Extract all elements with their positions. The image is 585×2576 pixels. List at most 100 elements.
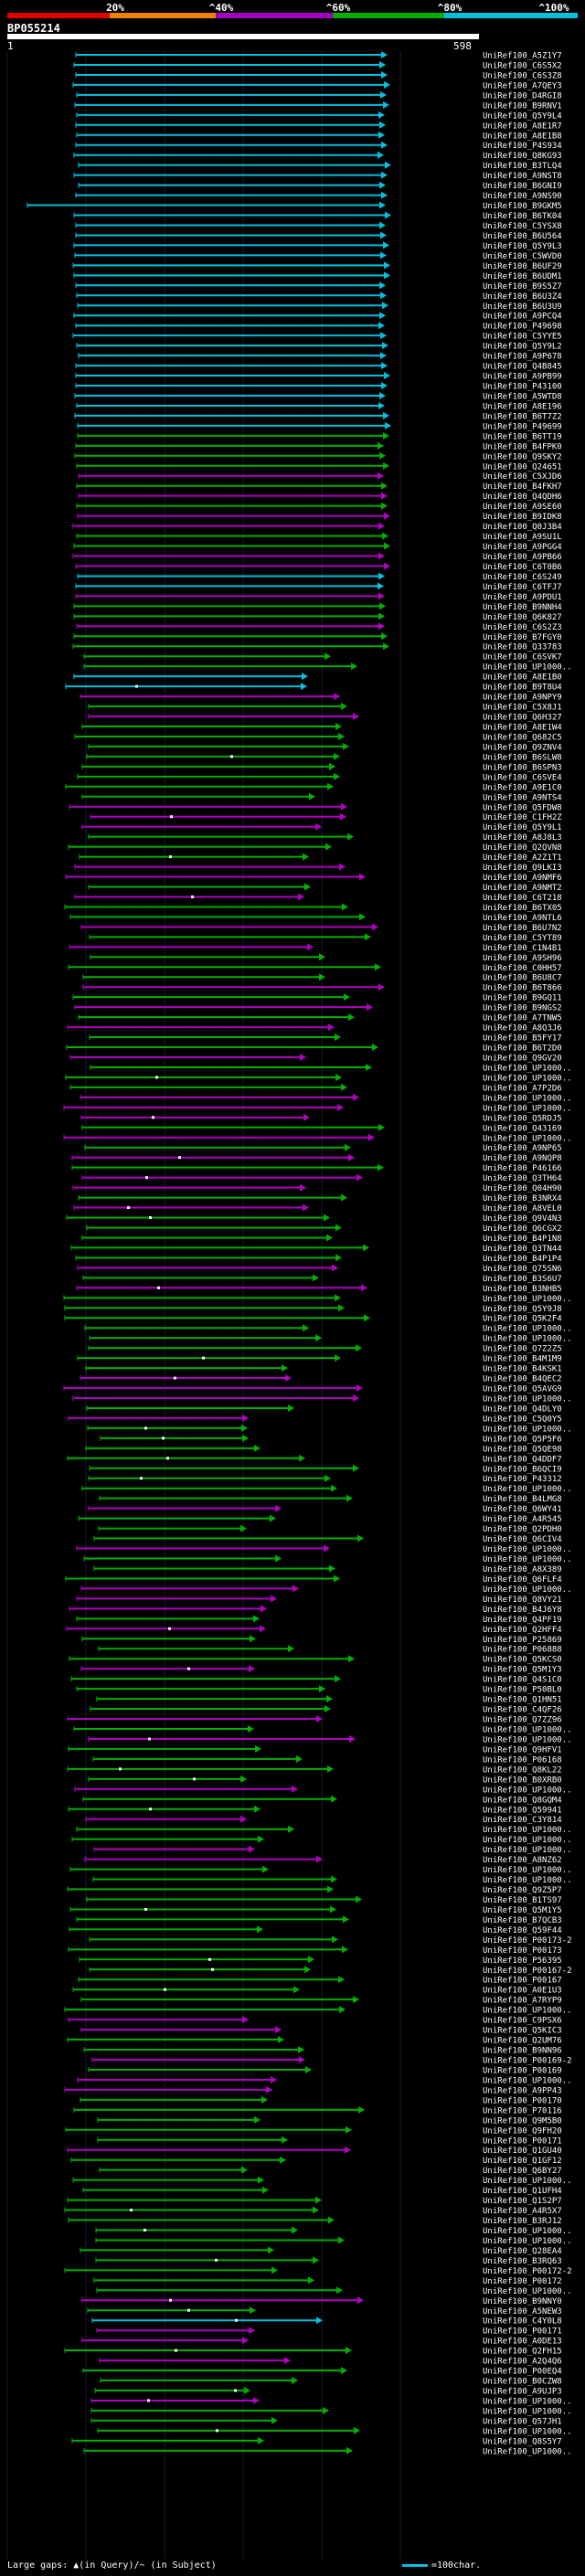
hit-row[interactable]: UniRef100_P4S934 — [75, 141, 562, 152]
hit-row[interactable]: UniRef100_Q5RDJ5 — [80, 1113, 562, 1124]
hit-row[interactable]: UniRef100_C5WVD0 — [74, 251, 562, 261]
hit-row[interactable]: UniRef100_P43312 — [88, 1474, 562, 1485]
hit-label[interactable]: UniRef100_A9UJP3 — [483, 2388, 562, 2397]
hit-label[interactable]: UniRef100_C9PSX6 — [483, 2017, 562, 2026]
hit-label[interactable]: UniRef100_Q57JH1 — [483, 2417, 562, 2426]
hit-label[interactable]: UniRef100_Q2QVN8 — [483, 843, 562, 853]
hit-row[interactable]: UniRef100_UP1000.. — [84, 1324, 572, 1334]
hit-row[interactable]: UniRef100_P00167 — [78, 1976, 562, 1986]
hit-row[interactable]: UniRef100_A9NS90 — [75, 191, 562, 202]
hit-label[interactable]: UniRef100_UP1000.. — [483, 2237, 572, 2246]
hit-row[interactable]: UniRef100_B1TS97 — [86, 1895, 562, 1905]
hit-row[interactable]: UniRef100_C6SVE4 — [77, 772, 562, 783]
hit-label[interactable]: UniRef100_B4M1M9 — [483, 1355, 562, 1364]
hit-label[interactable]: UniRef100_Q6FLF4 — [483, 1575, 562, 1585]
hit-label[interactable]: UniRef100_Q24651 — [483, 462, 562, 472]
hit-row[interactable]: UniRef100_B3TLQ4 — [78, 161, 562, 172]
hit-label[interactable]: UniRef100_B6QCI9 — [483, 1465, 562, 1474]
hit-label[interactable]: UniRef100_Q9GV20 — [483, 1055, 562, 1064]
hit-row[interactable]: UniRef100_B6QCI9 — [89, 1464, 562, 1475]
hit-row[interactable]: UniRef100_P00169-2 — [91, 2056, 572, 2066]
hit-row[interactable]: UniRef100_B3RJ12 — [68, 2216, 562, 2227]
hit-row[interactable]: UniRef100_B3NRX4 — [78, 1193, 562, 1204]
hit-label[interactable]: UniRef100_A9NMF6 — [483, 874, 562, 883]
hit-row[interactable]: UniRef100_Q9LKI3 — [74, 863, 562, 874]
hit-label[interactable]: UniRef100_C6SVE4 — [483, 773, 562, 782]
hit-label[interactable]: UniRef100_B3NHB5 — [483, 1285, 562, 1294]
hit-label[interactable]: UniRef100_A7RYP9 — [483, 1997, 562, 2006]
hit-row[interactable]: UniRef100_Q6WY41 — [88, 1504, 562, 1515]
hit-label[interactable]: UniRef100_A9PGG4 — [483, 543, 562, 552]
hit-row[interactable]: UniRef100_B4FPK0 — [75, 441, 562, 452]
hit-label[interactable]: UniRef100_UP1000.. — [483, 1826, 572, 1835]
hit-label[interactable]: UniRef100_C5X8J1 — [483, 704, 562, 713]
hit-row[interactable]: UniRef100_UP1000.. — [73, 1724, 572, 1735]
hit-label[interactable]: UniRef100_Q5QE98 — [483, 1445, 562, 1454]
hit-label[interactable]: UniRef100_Q33783 — [483, 643, 562, 652]
hit-row[interactable]: UniRef100_A8J8L3 — [88, 832, 562, 843]
hit-row[interactable]: UniRef100_UP1000.. — [63, 1133, 572, 1144]
hit-row[interactable]: UniRef100_Q7Z2Z5 — [88, 1344, 562, 1354]
hit-row[interactable]: UniRef100_P00167-2 — [89, 1966, 572, 1976]
hit-label[interactable]: UniRef100_C6T0B6 — [483, 563, 562, 572]
hit-row[interactable]: UniRef100_Q9ZNV4 — [88, 742, 562, 753]
hit-label[interactable]: UniRef100_Q5Y9L4 — [483, 111, 562, 121]
hit-row[interactable]: UniRef100_Q5KCS0 — [69, 1655, 562, 1665]
hit-label[interactable]: UniRef100_B6TT19 — [483, 432, 562, 441]
hit-label[interactable]: UniRef100_B9NGS2 — [483, 1004, 562, 1013]
hit-label[interactable]: UniRef100_C6SVK7 — [483, 653, 562, 663]
hit-row[interactable]: UniRef100_B4QEC2 — [80, 1374, 562, 1384]
hit-row[interactable]: UniRef100_Q4QDH6 — [78, 492, 562, 503]
hit-label[interactable]: UniRef100_C5Q0Y5 — [483, 1415, 562, 1424]
hit-label[interactable]: UniRef100_Q1UFH4 — [483, 2187, 562, 2196]
hit-row[interactable]: UniRef100_P46166 — [71, 1163, 562, 1174]
hit-row[interactable]: UniRef100_Q5M1Y5 — [69, 1905, 562, 1915]
hit-label[interactable]: UniRef100_Q75SN6 — [483, 1265, 562, 1274]
hit-label[interactable]: UniRef100_Q3TN44 — [483, 1245, 562, 1254]
hit-row[interactable]: UniRef100_A9SE60 — [76, 502, 562, 513]
hit-label[interactable]: UniRef100_B9NNY0 — [483, 2297, 562, 2306]
hit-label[interactable]: UniRef100_B0CZW8 — [483, 2378, 562, 2387]
hit-row[interactable]: UniRef100_B9S5Z7 — [75, 281, 562, 292]
hit-label[interactable]: UniRef100_P70116 — [483, 2106, 562, 2115]
hit-label[interactable]: UniRef100_Q1GF12 — [483, 2157, 562, 2166]
hit-row[interactable]: UniRef100_C3Y814 — [85, 1815, 562, 1826]
hit-label[interactable]: UniRef100_UP1000.. — [483, 1876, 572, 1885]
hit-row[interactable]: UniRef100_A9NST8 — [73, 171, 562, 182]
hit-row[interactable]: UniRef100_A4R545 — [78, 1514, 562, 1525]
hit-label[interactable]: UniRef100_C6T218 — [483, 894, 562, 903]
hit-row[interactable]: UniRef100_Q8S5Y7 — [71, 2436, 562, 2447]
hit-row[interactable]: UniRef100_Q5Y9J8 — [64, 1304, 562, 1314]
hit-label[interactable]: UniRef100_P56395 — [483, 1956, 562, 1966]
hit-label[interactable]: UniRef100_Q5M1Y5 — [483, 1906, 562, 1915]
hit-label[interactable]: UniRef100_B6T2D0 — [483, 1044, 562, 1054]
hit-label[interactable]: UniRef100_P06888 — [483, 1646, 562, 1655]
hit-label[interactable]: UniRef100_A8X389 — [483, 1565, 562, 1574]
hit-label[interactable]: UniRef100_P00167 — [483, 1977, 562, 1986]
hit-label[interactable]: UniRef100_A8J8L3 — [483, 833, 562, 843]
hit-label[interactable]: UniRef100_C6S249 — [483, 573, 562, 582]
hit-row[interactable]: UniRef100_B7FGY0 — [73, 632, 562, 642]
hit-label[interactable]: UniRef100_B6T866 — [483, 984, 562, 993]
hit-row[interactable]: UniRef100_Q4DLY0 — [86, 1404, 562, 1415]
hit-label[interactable]: UniRef100_Q682C5 — [483, 733, 562, 742]
hit-label[interactable]: UniRef100_C4QF26 — [483, 1706, 562, 1715]
hit-row[interactable]: UniRef100_A9NPY9 — [80, 693, 562, 703]
hit-row[interactable]: UniRef100_B6TT19 — [77, 431, 562, 442]
hit-label[interactable]: UniRef100_C6TFJ7 — [483, 583, 562, 592]
hit-row[interactable]: UniRef100_Q4B845 — [75, 362, 562, 372]
hit-row[interactable]: UniRef100_B6T2D0 — [66, 1044, 562, 1054]
hit-label[interactable]: UniRef100_UP1000.. — [483, 1846, 572, 1855]
hit-label[interactable]: UniRef100_Q6CIV4 — [483, 1535, 562, 1544]
hit-row[interactable]: UniRef100_Q5Y9L3 — [73, 241, 562, 251]
hit-row[interactable]: UniRef100_UP1000.. — [93, 1845, 572, 1856]
hit-label[interactable]: UniRef100_B6U8C7 — [483, 974, 562, 983]
hit-row[interactable]: UniRef100_Q1HN51 — [96, 1695, 562, 1705]
hit-label[interactable]: UniRef100_A9NQP8 — [483, 1154, 562, 1163]
hit-row[interactable]: UniRef100_A9SH96 — [90, 953, 562, 963]
hit-row[interactable]: UniRef100_Q4DDF7 — [67, 1454, 562, 1465]
hit-row[interactable]: UniRef100_C6S2Z3 — [76, 622, 562, 632]
hit-row[interactable]: UniRef100_UP1000.. — [88, 1734, 572, 1745]
hit-row[interactable]: UniRef100_Q59F44 — [69, 1925, 562, 1935]
hit-row[interactable]: UniRef100_B5FY17 — [89, 1034, 562, 1044]
